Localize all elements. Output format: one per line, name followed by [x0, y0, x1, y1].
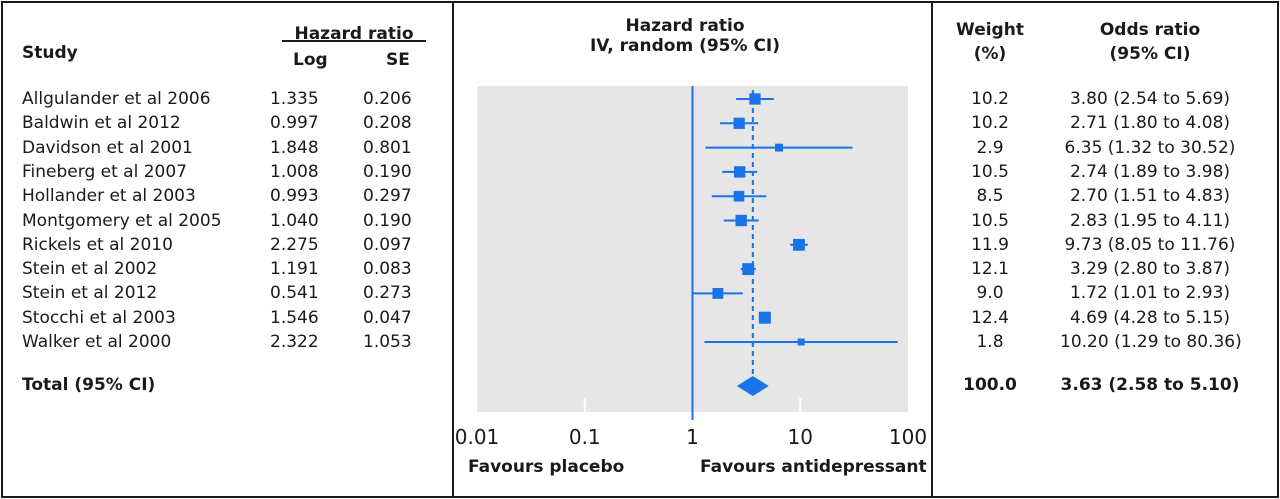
standard-error: 0.208 — [363, 113, 412, 133]
study-odds-ratio: 9.73 (8.05 to 11.76) — [1064, 235, 1236, 255]
study-weight: 10.2 — [971, 89, 1009, 109]
study-odds-ratio: 4.69 (4.28 to 5.15) — [1069, 308, 1231, 328]
log-hazard-ratio: 0.997 — [270, 113, 319, 133]
study-name: Stein et al 2012 — [22, 283, 158, 303]
study-odds-ratio: 3.29 (2.80 to 3.87) — [1069, 259, 1231, 279]
study-marker — [742, 263, 755, 276]
axis-tick-label: 10 — [788, 425, 813, 449]
study-odds-ratio: 2.83 (1.95 to 4.11) — [1069, 211, 1231, 231]
study-weight: 10.5 — [971, 211, 1009, 231]
study-name: Davidson et al 2001 — [22, 138, 193, 158]
odds-ratio-header: Odds ratio — [1099, 20, 1201, 40]
study-name: Fineberg et al 2007 — [22, 162, 187, 182]
se-header: SE — [386, 50, 410, 70]
axis-tick-label: 0.01 — [455, 425, 500, 449]
study-odds-ratio: 2.74 (1.89 to 3.98) — [1069, 162, 1231, 182]
study-weight: 12.1 — [971, 259, 1009, 279]
study-marker — [793, 238, 805, 251]
study-name: Baldwin et al 2012 — [22, 113, 181, 133]
standard-error: 0.083 — [363, 259, 412, 279]
log-hazard-ratio: 0.541 — [270, 283, 319, 303]
log-hazard-ratio: 2.275 — [270, 235, 319, 255]
standard-error: 0.206 — [363, 89, 412, 109]
study-odds-ratio: 1.72 (1.01 to 2.93) — [1069, 283, 1231, 303]
study-weight: 10.2 — [971, 113, 1009, 133]
odds-ratio-ci-header: (95% CI) — [1109, 44, 1191, 64]
study-weight: 9.0 — [976, 283, 1004, 303]
study-weight: 1.8 — [976, 332, 1004, 352]
pooled-diamond — [736, 376, 769, 396]
study-name: Montgomery et al 2005 — [22, 211, 222, 231]
study-odds-ratio: 10.20 (1.29 to 80.36) — [1060, 332, 1242, 352]
study-odds-ratio: 2.70 (1.51 to 4.83) — [1069, 186, 1231, 206]
log-hazard-ratio: 1.040 — [270, 211, 319, 231]
plot-header-subtitle: IV, random (95% CI) — [589, 36, 781, 56]
standard-error: 1.053 — [363, 332, 412, 352]
study-marker — [749, 93, 761, 105]
log-hazard-ratio: 1.546 — [270, 308, 319, 328]
weight-unit-header: (%) — [973, 44, 1007, 64]
log-hazard-ratio: 1.008 — [270, 162, 319, 182]
study-marker — [758, 311, 771, 324]
total-weight: 100.0 — [963, 375, 1017, 395]
hazard-ratio-header: Hazard ratio — [294, 24, 414, 44]
total-label: Total (95% CI) — [22, 375, 156, 395]
study-weight: 2.9 — [976, 138, 1004, 158]
study-odds-ratio: 2.71 (1.80 to 4.08) — [1069, 113, 1231, 133]
study-marker — [733, 166, 746, 178]
study-weight: 12.4 — [971, 308, 1009, 328]
study-name: Stocchi et al 2003 — [22, 308, 176, 328]
log-hazard-ratio: 0.993 — [270, 186, 319, 206]
study-marker — [735, 214, 747, 227]
study-name: Stein et al 2002 — [22, 259, 158, 279]
log-hazard-ratio: 1.191 — [270, 259, 319, 279]
study-marker — [775, 143, 783, 152]
standard-error: 0.190 — [363, 211, 412, 231]
study-weight: 11.9 — [971, 235, 1009, 255]
study-header: Study — [22, 43, 78, 63]
plot-header-title: Hazard ratio — [625, 16, 745, 36]
study-name: Rickels et al 2010 — [22, 235, 173, 255]
study-name: Allgulander et al 2006 — [22, 89, 211, 109]
standard-error: 0.801 — [363, 138, 412, 158]
study-marker — [733, 190, 745, 202]
log-hazard-ratio: 1.335 — [270, 89, 319, 109]
study-weight: 10.5 — [971, 162, 1009, 182]
standard-error: 0.273 — [363, 283, 412, 303]
favours-antidepressant-label: Favours antidepressant — [700, 457, 927, 477]
study-odds-ratio: 3.80 (2.54 to 5.69) — [1069, 89, 1231, 109]
log-hazard-ratio: 2.322 — [270, 332, 319, 352]
axis-tick-label: 0.1 — [569, 425, 601, 449]
total-odds-ratio: 3.63 (2.58 to 5.10) — [1060, 375, 1240, 395]
study-marker — [733, 117, 745, 129]
standard-error: 0.097 — [363, 235, 412, 255]
axis-tick-label: 100 — [889, 425, 927, 449]
study-odds-ratio: 6.35 (1.32 to 30.52) — [1064, 138, 1236, 158]
study-marker — [712, 287, 724, 299]
study-name: Walker et al 2000 — [22, 332, 172, 352]
standard-error: 0.297 — [363, 186, 412, 206]
standard-error: 0.047 — [363, 308, 412, 328]
study-marker — [797, 338, 805, 346]
weight-header: Weight — [956, 20, 1024, 40]
axis-tick-label: 1 — [686, 425, 699, 449]
log-header: Log — [293, 50, 328, 70]
study-weight: 8.5 — [976, 186, 1004, 206]
standard-error: 0.190 — [363, 162, 412, 182]
favours-placebo-label: Favours placebo — [468, 457, 625, 477]
log-hazard-ratio: 1.848 — [270, 138, 319, 158]
study-name: Hollander et al 2003 — [22, 186, 196, 206]
